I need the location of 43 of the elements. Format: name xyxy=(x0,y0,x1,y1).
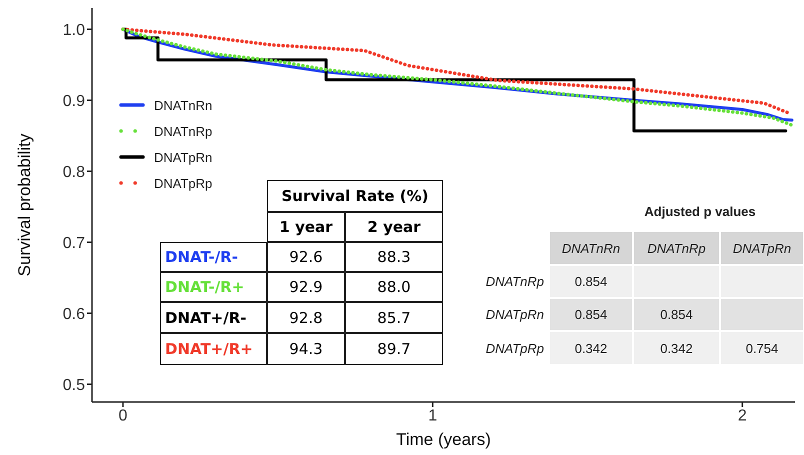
table-cell: DNAT+/R- xyxy=(160,302,267,333)
table-cell: 0.342 xyxy=(550,332,632,364)
table-cell: DNAT+/R+ xyxy=(160,333,267,365)
table-cell: 0.854 xyxy=(634,299,719,330)
table-cell: 1 year xyxy=(267,212,345,242)
table-cell: DNATpRn xyxy=(721,232,803,264)
table-cell: 88.3 xyxy=(345,242,443,272)
table-cell: DNAT-/R+ xyxy=(160,272,267,302)
x-tick-label: 1 xyxy=(428,407,438,424)
table-cell: 92.8 xyxy=(267,302,345,333)
table-cell: DNATnRp xyxy=(634,232,719,264)
table-cell: 92.9 xyxy=(267,272,345,302)
x-tick-label: 0 xyxy=(118,407,128,424)
table-cell: 0.854 xyxy=(550,299,632,330)
table-cell: 0.854 xyxy=(550,266,632,297)
annotation: DNATpRp xyxy=(484,340,544,358)
y-axis-title: Survival probability xyxy=(15,133,34,276)
y-tick-label: 0.7 xyxy=(62,234,86,252)
y-tick-label: 0.8 xyxy=(62,164,86,181)
y-tick-label: 0.9 xyxy=(62,92,86,110)
table-cell: 88.0 xyxy=(345,272,443,302)
table-cell: Survival Rate (%) xyxy=(267,180,443,212)
table-cell: DNATnRn xyxy=(550,232,632,264)
legend-label: DNATpRp xyxy=(154,176,212,190)
y-tick-label: 0.5 xyxy=(62,376,86,394)
table-cell: 0.754 xyxy=(721,332,803,364)
table-cell: 94.3 xyxy=(267,333,345,365)
legend-label: DNATnRn xyxy=(154,98,212,112)
x-axis-title: Time (years) xyxy=(396,430,491,449)
table-cell: 92.6 xyxy=(267,242,345,272)
legend-label: DNATpRn xyxy=(154,150,212,164)
table-cell: DNAT-/R- xyxy=(160,242,267,272)
table-cell: 85.7 xyxy=(345,302,443,333)
annotation: DNATnRp xyxy=(484,273,544,291)
table-cell: 0.342 xyxy=(634,332,719,364)
y-tick-label: 1.0 xyxy=(62,22,86,39)
table-cell: 89.7 xyxy=(345,333,443,365)
annotation: DNATpRn xyxy=(484,306,544,324)
legend-label: DNATnRp xyxy=(154,124,212,138)
table-cell: 2 year xyxy=(345,212,443,242)
y-tick-label: 0.6 xyxy=(62,306,86,323)
x-tick-label: 2 xyxy=(738,407,747,424)
annotation: Adjusted p values xyxy=(643,204,757,219)
